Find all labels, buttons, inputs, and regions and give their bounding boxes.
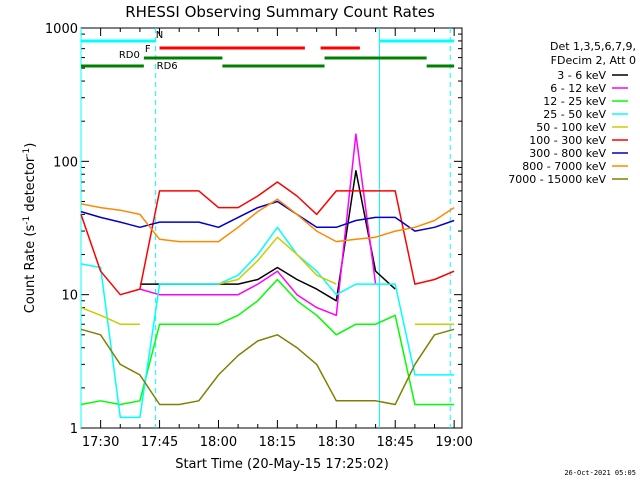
series-line-6 [80, 181, 455, 296]
chart-title: RHESSI Observing Summary Count Rates [125, 3, 435, 21]
footer-timestamp: 26-Oct-2021 05:05 [564, 469, 636, 477]
series-line-2 [139, 133, 377, 317]
series-line-5 [80, 236, 455, 325]
x-tick-label: 17:30 [82, 435, 119, 450]
x-tick-label: 19:00 [435, 435, 472, 450]
legend-entry-label: 25 - 50 keV [543, 108, 606, 121]
legend-entry-label: 800 - 7000 keV [522, 160, 606, 173]
legend-header-line-2: FDecim 2, Att 0 [551, 54, 636, 67]
x-axis-label: Start Time (20-May-15 17:25:02) [175, 457, 389, 472]
y-tick-label: 100 [53, 155, 78, 170]
legend-entry-label: 50 - 100 keV [536, 121, 606, 134]
x-tick-label: 18:30 [318, 435, 355, 450]
y-axis-label: Count Rate (s-1 detector-1) [22, 143, 38, 314]
x-tick-label: 18:15 [259, 435, 296, 450]
x-tick-label: 18:00 [200, 435, 237, 450]
marker-label-f: F [145, 44, 151, 55]
y-tick-label: 1 [70, 422, 78, 437]
legend-entry-label: 6 - 12 keV [550, 82, 606, 95]
marker-label-n: N [156, 30, 163, 41]
x-tick-label: 18:45 [376, 435, 413, 450]
x-tick-label: 17:45 [141, 435, 178, 450]
y-tick-label: 10 [61, 289, 78, 304]
legend-entry-label: 7000 - 15000 keV [508, 173, 606, 186]
series-line-8 [80, 198, 455, 243]
series-line-3 [80, 278, 455, 406]
legend-entry-label: 12 - 25 keV [543, 95, 606, 108]
series-line-9 [80, 328, 455, 406]
legend-entry-label: 300 - 800 keV [529, 147, 606, 160]
y-tick-label: 1000 [45, 22, 78, 37]
marker-label-rd0: RD0 [119, 50, 140, 61]
marker-label-rd6: RD6 [157, 61, 178, 72]
series-line-4 [80, 226, 455, 419]
legend-entry-label: 100 - 300 keV [529, 134, 606, 147]
plot-frame [80, 27, 463, 429]
legend-entry-label: 3 - 6 keV [557, 69, 606, 82]
legend-header-line-1: Det 1,3,5,6,7,9, [550, 40, 636, 53]
